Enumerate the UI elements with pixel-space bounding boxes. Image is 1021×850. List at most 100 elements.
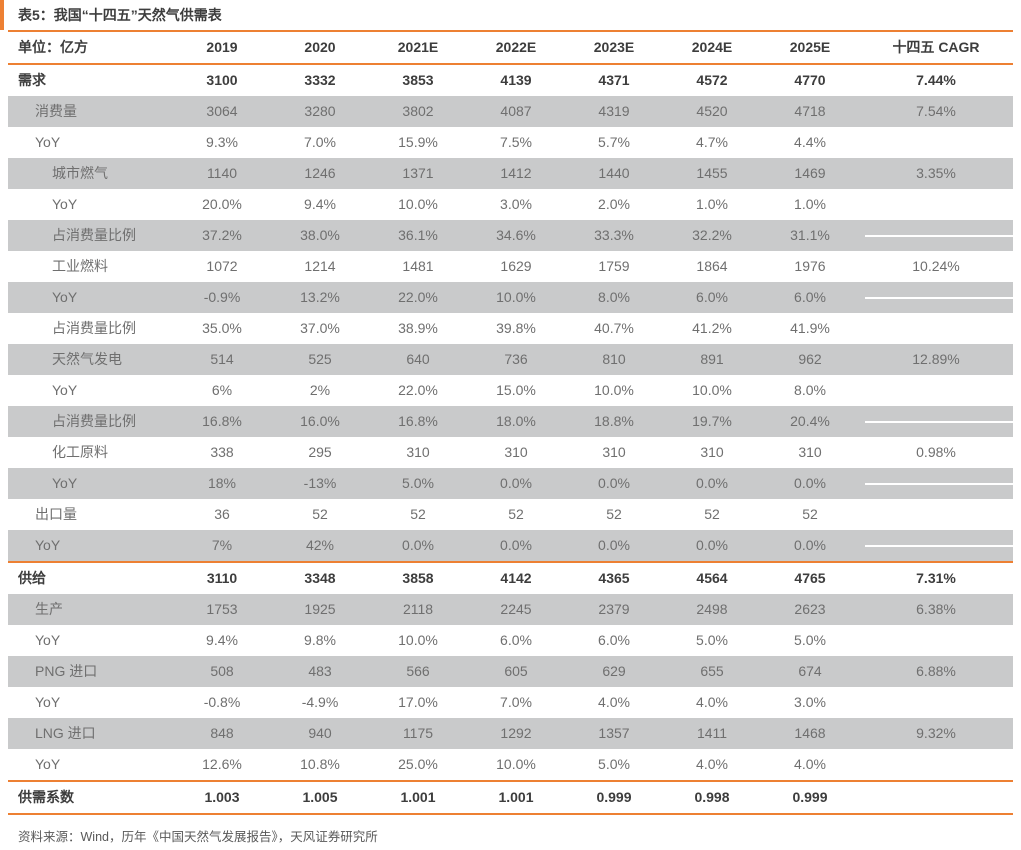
value-cell: 18.0% <box>496 413 536 429</box>
value-cell: 10.0% <box>398 632 438 648</box>
value-cell: 0.0% <box>794 475 826 491</box>
value-cell: 4319 <box>598 103 630 119</box>
table-row: YoY 6% 2% 22.0% 15.0% 10.0% 10.0% 8.0% <box>8 375 1013 406</box>
value-cell: 5.0% <box>598 756 630 772</box>
value-cell: 1976 <box>794 258 826 274</box>
value-cell: 1468 <box>794 725 826 741</box>
value-cell: 1.0% <box>696 196 728 212</box>
value-cell: 1440 <box>598 165 630 181</box>
value-cell: 7% <box>211 537 233 553</box>
value-cell: 2245 <box>500 601 532 617</box>
value-cell: 4765 <box>794 570 826 586</box>
value-cell: 0.999 <box>792 789 828 805</box>
column-header: 2023E <box>593 39 635 55</box>
value-cell: 1292 <box>500 725 532 741</box>
value-cell: 5.0% <box>794 632 826 648</box>
value-cell: 483 <box>308 663 332 679</box>
row-label: 化工原料 <box>52 444 108 460</box>
value-cell: 0.998 <box>694 789 730 805</box>
value-cell: 629 <box>602 663 626 679</box>
cagr-cell <box>859 499 1013 530</box>
table-row: YoY -0.9% 13.2% 22.0% 10.0% 8.0% 6.0% 6.0% <box>8 282 1013 313</box>
value-cell: 52 <box>802 506 818 522</box>
value-cell: 16.8% <box>202 413 242 429</box>
table-header-row: 单位：亿方 2019 2020 2021E 2022E 2023E 2024E 2025E 十… <box>8 30 1013 65</box>
value-cell: 1412 <box>500 165 532 181</box>
value-cell: 38.0% <box>300 227 340 243</box>
empty-cagr-cell-line <box>865 420 1013 423</box>
value-cell: 5.0% <box>696 632 728 648</box>
cagr-cell <box>859 625 1013 656</box>
value-cell: 33.3% <box>594 227 634 243</box>
value-cell: 18% <box>207 475 237 491</box>
value-cell: 4.0% <box>696 756 728 772</box>
value-cell: 0.0% <box>598 537 630 553</box>
value-cell: 1629 <box>500 258 532 274</box>
column-header: 2025E <box>789 39 831 55</box>
value-cell: 1357 <box>598 725 630 741</box>
value-cell: 20.4% <box>790 413 830 429</box>
table-row: YoY 7% 42% 0.0% 0.0% 0.0% 0.0% 0.0% <box>8 530 1013 563</box>
row-label: YoY <box>52 475 78 491</box>
table-row: YoY 9.4% 9.8% 10.0% 6.0% 6.0% 5.0% 5.0% <box>8 625 1013 656</box>
value-cell: 12.6% <box>202 756 242 772</box>
value-cell: 52 <box>704 506 720 522</box>
row-label: YoY <box>35 632 61 648</box>
value-cell: 4564 <box>696 570 728 586</box>
value-cell: 32.2% <box>692 227 732 243</box>
value-cell: 36 <box>214 506 230 522</box>
value-cell: 25.0% <box>398 756 438 772</box>
value-cell: 6.0% <box>500 632 532 648</box>
value-cell: 891 <box>700 351 724 367</box>
value-cell: 52 <box>508 506 524 522</box>
value-cell: 4.0% <box>794 756 826 772</box>
value-cell: 3348 <box>304 570 336 586</box>
value-cell: 1140 <box>206 165 238 181</box>
row-label: 占消费量比例 <box>52 320 136 336</box>
value-cell: 3110 <box>206 570 238 586</box>
value-cell: 1469 <box>794 165 826 181</box>
row-label: YoY <box>35 134 61 150</box>
value-cell: 310 <box>406 444 430 460</box>
value-cell: 2% <box>309 382 331 398</box>
cagr-cell: 7.54% <box>916 103 956 119</box>
value-cell: 31.1% <box>790 227 830 243</box>
value-cell: 0.0% <box>500 475 532 491</box>
value-cell: 810 <box>602 351 626 367</box>
value-cell: 10.0% <box>496 289 536 305</box>
value-cell: 4.0% <box>696 694 728 710</box>
value-cell: 4770 <box>794 72 826 88</box>
value-cell: 0.0% <box>696 537 728 553</box>
value-cell: 940 <box>308 725 332 741</box>
value-cell: 41.9% <box>790 320 830 336</box>
value-cell: 6% <box>211 382 233 398</box>
value-cell: 655 <box>700 663 724 679</box>
cagr-cell <box>859 189 1013 220</box>
value-cell: 1759 <box>598 258 630 274</box>
empty-cagr-cell-line <box>865 234 1013 237</box>
value-cell: -0.8% <box>203 694 241 710</box>
value-cell: 34.6% <box>496 227 536 243</box>
column-header: 2022E <box>495 39 537 55</box>
table-body: 需求 3100 3332 3853 4139 4371 4572 4770 7.44% 消费量 30… <box>8 65 1013 815</box>
row-label: YoY <box>52 382 78 398</box>
value-cell: 2623 <box>794 601 826 617</box>
value-cell: 4.7% <box>696 134 728 150</box>
row-label: YoY <box>52 289 78 305</box>
value-cell: 310 <box>602 444 626 460</box>
row-label: PNG 进口 <box>35 663 98 679</box>
row-label: 占消费量比例 <box>52 413 136 429</box>
cagr-cell: 12.89% <box>912 351 960 367</box>
value-cell: 6.0% <box>696 289 728 305</box>
column-header: 2024E <box>691 39 733 55</box>
value-cell: -13% <box>303 475 337 491</box>
value-cell: 22.0% <box>398 382 438 398</box>
value-cell: 39.8% <box>496 320 536 336</box>
table-row: 城市燃气 1140 1246 1371 1412 1440 1455 1469 3.35% <box>8 158 1013 189</box>
row-label: 需求 <box>18 72 46 88</box>
row-label: 供给 <box>18 570 46 586</box>
value-cell: 9.4% <box>206 632 238 648</box>
value-cell: 2379 <box>598 601 630 617</box>
empty-cagr-cell-line <box>865 544 1013 547</box>
row-label: LNG 进口 <box>35 725 96 741</box>
